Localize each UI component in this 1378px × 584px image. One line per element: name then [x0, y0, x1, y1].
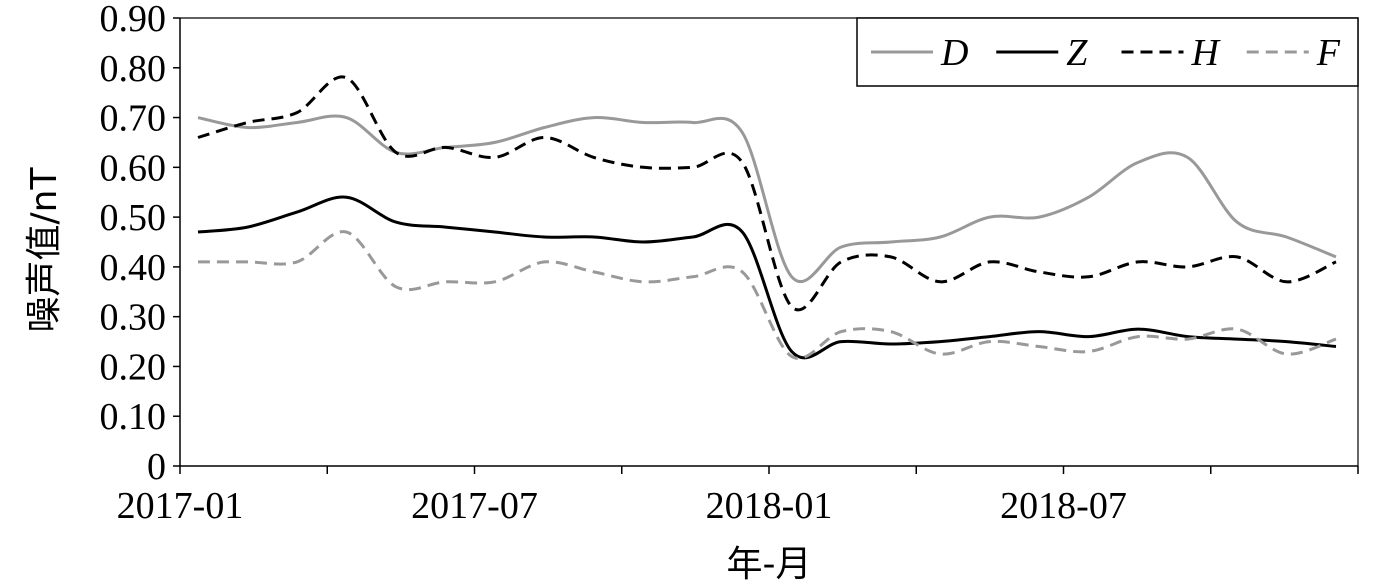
x-tick-label: 2017-07	[411, 485, 538, 527]
y-tick-label: 0.70	[100, 98, 167, 140]
y-tick-label: 0.80	[100, 48, 167, 90]
series-line-f	[197, 230, 1337, 360]
y-tick-label: 0.10	[100, 396, 167, 438]
y-axis-title: 噪声值/nT	[24, 167, 65, 333]
x-tick-label: 2018-07	[1000, 485, 1127, 527]
y-tick-label: 0	[147, 446, 166, 488]
x-tick-label: 2018-01	[706, 485, 833, 527]
legend-label-h: H	[1191, 32, 1222, 74]
legend-label-d: D	[940, 32, 968, 74]
y-tick-label: 0.40	[100, 247, 167, 289]
y-tick-label: 0.20	[100, 346, 167, 388]
y-tick-label: 0.90	[100, 0, 167, 40]
series-line-h	[197, 75, 1337, 312]
legend-label-f: F	[1316, 32, 1341, 74]
x-tick-label: 2017-01	[117, 485, 244, 527]
y-tick-label: 0.30	[100, 297, 167, 339]
axes: 0 0.10 0.20 0.30 0.40 0.50 0.60 0.70 0.80 0.90 201…	[100, 0, 1359, 527]
y-tick-label: 0.50	[100, 197, 167, 239]
x-axis-title: 年-月	[727, 544, 812, 584]
series-lines	[197, 75, 1337, 360]
y-tick-label: 0.60	[100, 147, 167, 189]
series-line-z	[197, 195, 1337, 360]
legend-label-z: Z	[1066, 32, 1088, 74]
